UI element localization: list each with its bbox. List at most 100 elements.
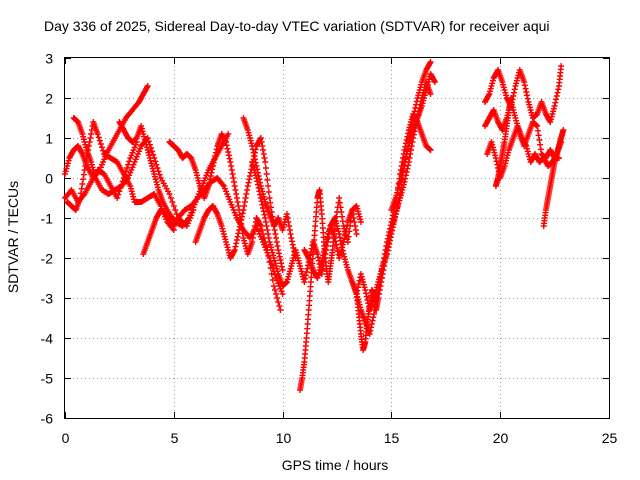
data-point <box>253 175 260 181</box>
data-marker <box>553 93 560 99</box>
data-marker <box>252 223 259 229</box>
data-marker <box>320 249 327 255</box>
data-marker <box>224 145 231 152</box>
data-point <box>77 195 84 201</box>
data-marker <box>170 203 177 209</box>
data-point <box>427 147 434 153</box>
y-tick-label: 0 <box>45 171 53 187</box>
data-marker <box>522 85 529 92</box>
data-marker <box>242 195 249 201</box>
data-marker <box>233 240 240 247</box>
data-marker <box>258 227 265 233</box>
x-tick-label: 15 <box>384 430 400 446</box>
y-tick-label: -1 <box>41 211 54 227</box>
data-marker <box>346 228 353 235</box>
data-marker <box>273 291 280 297</box>
data-marker <box>269 277 276 283</box>
data-marker <box>250 231 257 237</box>
data-marker <box>228 167 235 173</box>
data-marker <box>260 208 267 215</box>
data-marker <box>553 96 560 103</box>
series-track-20 <box>540 127 567 229</box>
data-marker <box>271 227 278 233</box>
data-marker <box>260 151 267 157</box>
data-marker <box>321 245 328 252</box>
data-point <box>279 267 286 273</box>
data-marker <box>339 244 346 251</box>
data-point <box>427 59 434 65</box>
data-point <box>249 143 256 149</box>
data-marker <box>155 168 162 175</box>
data-marker <box>347 217 354 224</box>
data-marker <box>124 165 131 171</box>
data-marker <box>355 281 362 287</box>
data-marker <box>368 324 375 331</box>
data-markers <box>62 59 567 393</box>
data-point <box>144 83 151 89</box>
data-marker <box>339 213 346 220</box>
data-marker <box>285 219 292 225</box>
data-marker <box>97 141 104 147</box>
data-marker <box>319 255 326 262</box>
data-point <box>362 287 369 293</box>
data-marker <box>258 139 265 145</box>
data-marker <box>169 199 176 205</box>
data-marker <box>276 253 283 260</box>
data-point <box>277 307 284 313</box>
data-marker <box>268 271 275 277</box>
data-marker <box>273 239 280 245</box>
data-marker <box>524 92 531 99</box>
data-marker <box>338 209 345 215</box>
data-point <box>336 195 343 201</box>
data-point <box>166 191 173 197</box>
data-point <box>392 211 399 217</box>
data-marker <box>260 231 267 237</box>
data-marker <box>207 173 214 179</box>
data-point <box>227 159 234 165</box>
data-marker <box>536 137 543 143</box>
y-tick-label: 2 <box>45 91 53 107</box>
data-marker <box>394 204 401 211</box>
data-point <box>279 291 286 297</box>
data-point <box>244 183 251 189</box>
data-marker <box>229 171 236 177</box>
data-marker <box>355 284 362 291</box>
data-marker <box>393 207 400 214</box>
data-marker <box>523 89 530 95</box>
series-track-18 <box>484 123 565 181</box>
data-marker <box>367 327 374 334</box>
data-marker <box>277 257 284 263</box>
data-marker <box>153 161 160 168</box>
data-marker <box>243 191 250 197</box>
data-point <box>209 163 216 169</box>
data-marker <box>126 158 133 165</box>
data-point <box>205 183 212 189</box>
data-marker <box>83 159 90 165</box>
data-marker <box>80 176 87 183</box>
data-point <box>262 159 269 165</box>
data-point <box>384 251 391 257</box>
data-marker <box>389 227 396 234</box>
data-point <box>560 127 567 133</box>
data-marker <box>251 153 258 159</box>
data-marker <box>233 195 240 201</box>
data-marker <box>336 234 343 241</box>
data-marker <box>251 227 258 233</box>
data-marker <box>278 260 285 267</box>
data-marker <box>262 165 269 171</box>
data-marker <box>241 203 248 209</box>
data-marker <box>211 156 218 163</box>
data-marker <box>400 162 407 169</box>
x-tick-label: 0 <box>62 430 70 446</box>
data-marker <box>254 181 261 188</box>
data-marker <box>275 299 282 305</box>
data-marker <box>256 188 263 195</box>
data-point <box>318 259 325 265</box>
data-marker <box>363 293 370 300</box>
data-marker <box>79 181 86 187</box>
data-marker <box>413 98 420 105</box>
data-point <box>353 231 360 237</box>
data-marker <box>230 175 237 181</box>
data-marker <box>88 131 95 137</box>
data-marker <box>263 171 270 177</box>
